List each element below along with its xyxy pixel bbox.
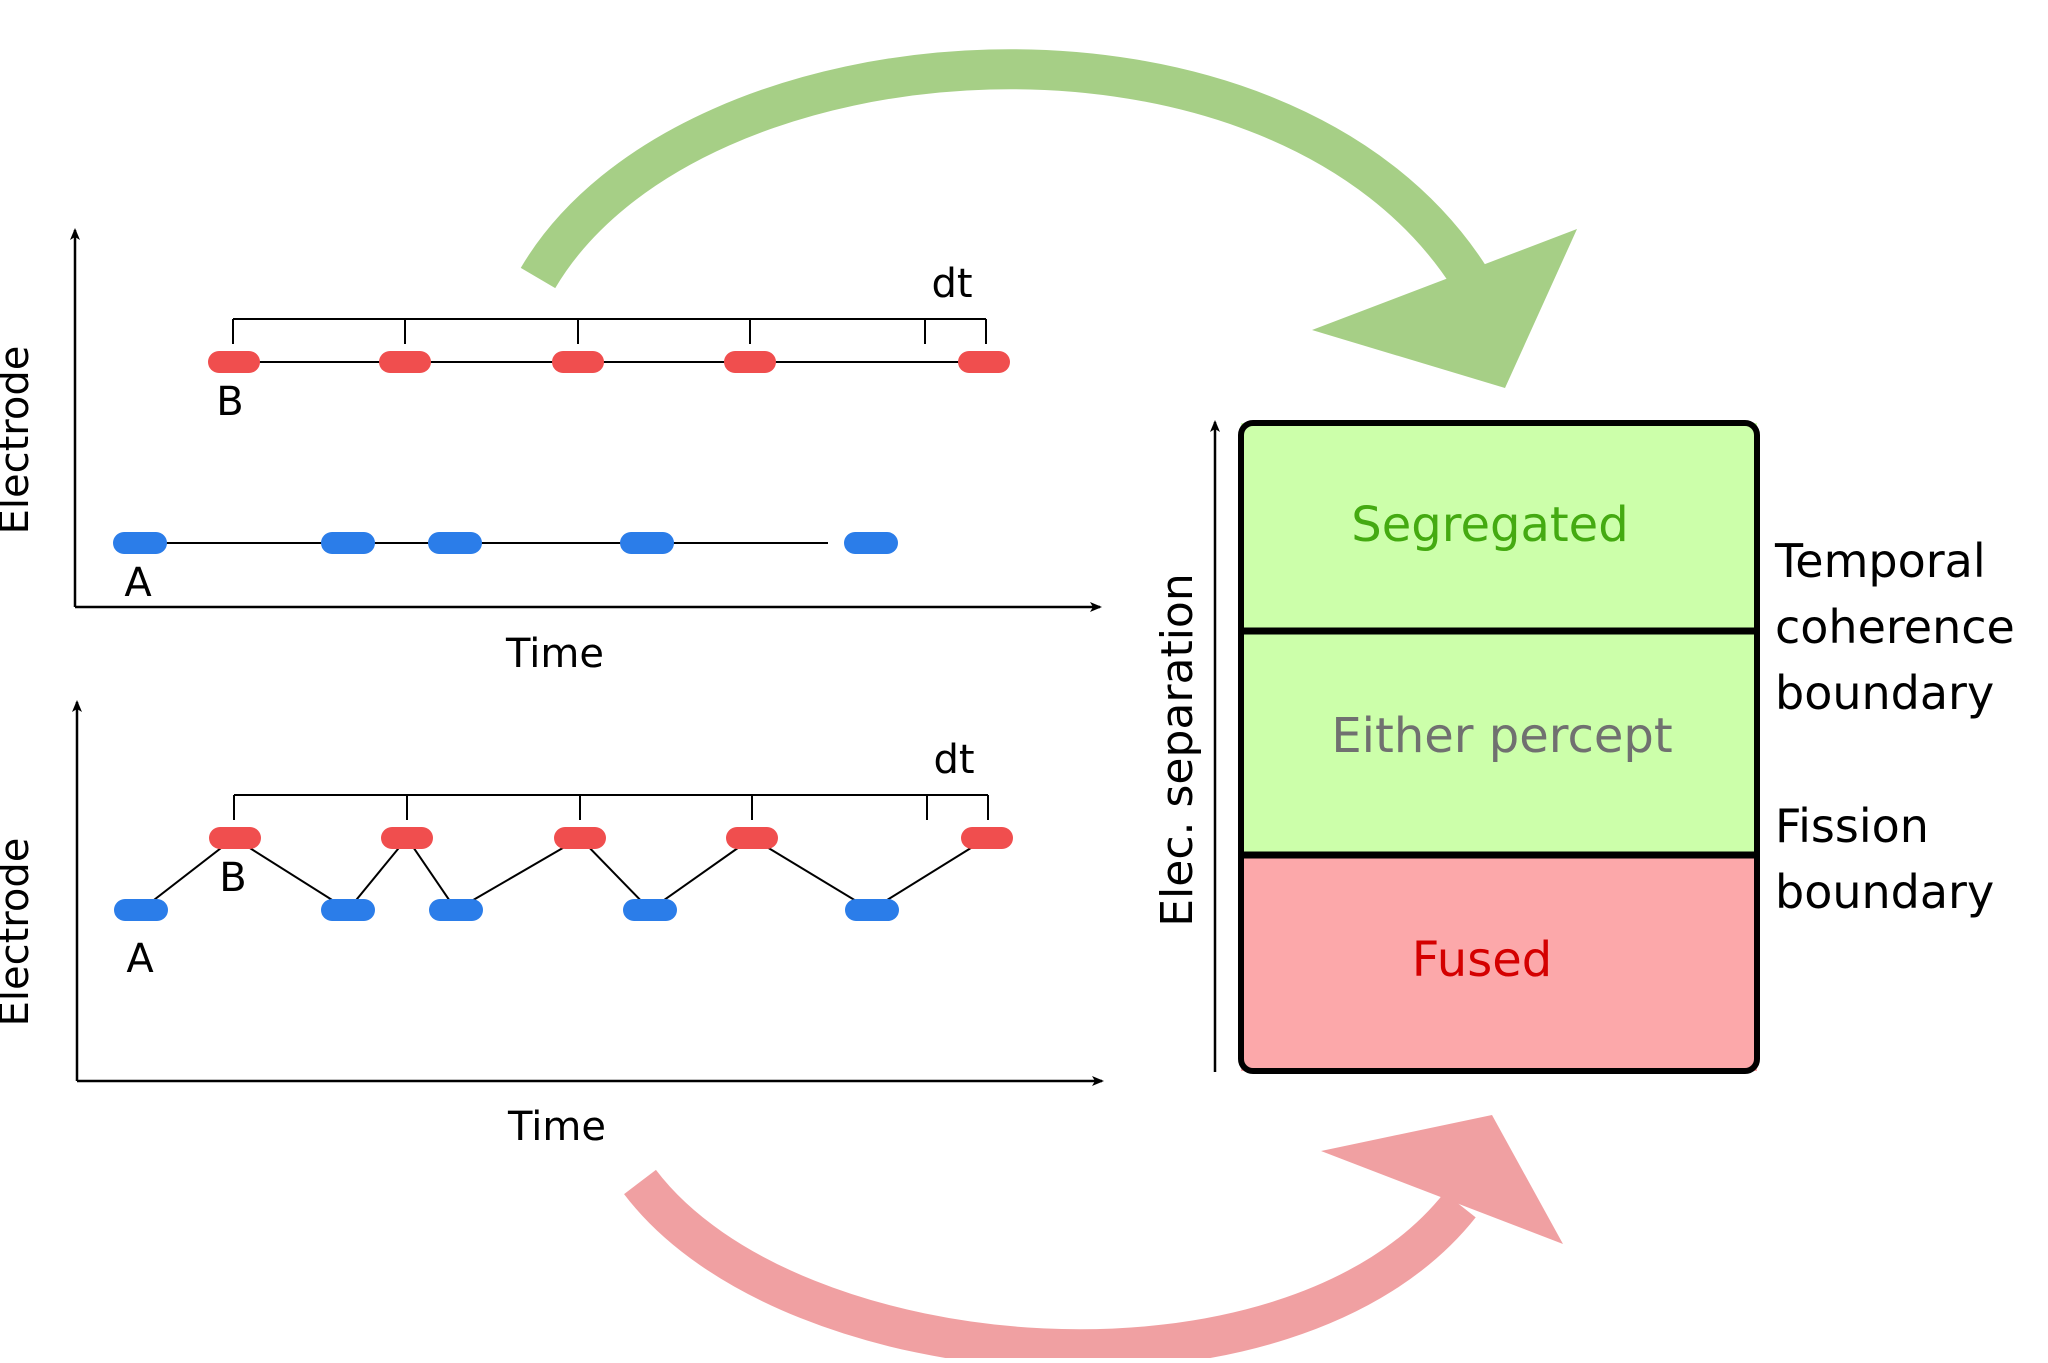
b-tone xyxy=(958,351,1010,373)
bottom-dt-bracket: dt xyxy=(233,737,989,820)
a-tone xyxy=(113,532,167,554)
green-arrow-head xyxy=(1312,229,1577,388)
top-stream-a: A xyxy=(113,532,898,606)
boundary-label-line: Fission xyxy=(1775,799,1929,853)
boundary-label-line: Temporal xyxy=(1774,534,1986,588)
boundary-label-line: boundary xyxy=(1775,666,1994,720)
top-b-label: B xyxy=(216,379,243,425)
either-percept-label: Either percept xyxy=(1331,708,1672,764)
alternating-sequence-line xyxy=(140,836,988,912)
panel-top: Electrode Time dt B xyxy=(0,228,1102,677)
b-tone xyxy=(724,351,776,373)
fission-boundary-label: Fission boundary xyxy=(1775,799,1994,919)
a-tone xyxy=(845,899,899,921)
b-tone xyxy=(208,351,260,373)
segregated-region xyxy=(1241,423,1757,631)
b-tone xyxy=(554,827,606,849)
percept-chart: Elec. separation Segregated Either perce… xyxy=(1152,420,2015,1074)
red-arrow-shaft xyxy=(624,1169,1476,1363)
a-tone xyxy=(321,899,375,921)
chart-frame xyxy=(1238,420,1760,1074)
top-dt-label: dt xyxy=(931,261,972,307)
red-curved-arrow xyxy=(624,1115,1563,1363)
boundary-label-line: coherence xyxy=(1775,600,2015,654)
b-tone xyxy=(209,827,261,849)
green-curved-arrow xyxy=(520,49,1577,388)
bottom-x-axis-label: Time xyxy=(507,1104,606,1150)
top-stream-b: B xyxy=(208,351,1010,425)
b-tone xyxy=(552,351,604,373)
temporal-coherence-boundary-label: Temporal coherence boundary xyxy=(1774,534,2015,720)
bottom-y-axis-label: Electrode xyxy=(0,838,38,1027)
b-tone xyxy=(726,827,778,849)
bottom-a-label: A xyxy=(126,936,154,982)
a-tone xyxy=(114,899,168,921)
a-tone xyxy=(844,532,898,554)
either-region xyxy=(1241,631,1757,855)
bottom-dt-label: dt xyxy=(933,737,974,783)
bottom-b-label: B xyxy=(219,855,246,901)
a-tone xyxy=(620,532,674,554)
a-tone xyxy=(623,899,677,921)
top-y-axis-label: Electrode xyxy=(0,346,38,535)
top-dt-bracket: dt xyxy=(232,261,987,344)
separation-axis-label: Elec. separation xyxy=(1152,573,1203,926)
green-arrow-shaft xyxy=(520,49,1487,289)
a-tone xyxy=(429,899,483,921)
b-tone xyxy=(961,827,1013,849)
top-x-axis-label: Time xyxy=(505,631,604,677)
red-arrow-head xyxy=(1321,1115,1563,1244)
fused-label: Fused xyxy=(1412,932,1552,988)
panel-bottom: Electrode Time dt B A xyxy=(0,700,1104,1150)
fused-region xyxy=(1241,855,1757,1071)
a-tone xyxy=(321,532,375,554)
top-a-label: A xyxy=(124,560,152,606)
boundary-label-line: boundary xyxy=(1775,865,1994,919)
segregated-label: Segregated xyxy=(1351,497,1628,553)
b-tone xyxy=(379,351,431,373)
b-tone xyxy=(381,827,433,849)
a-tone xyxy=(428,532,482,554)
